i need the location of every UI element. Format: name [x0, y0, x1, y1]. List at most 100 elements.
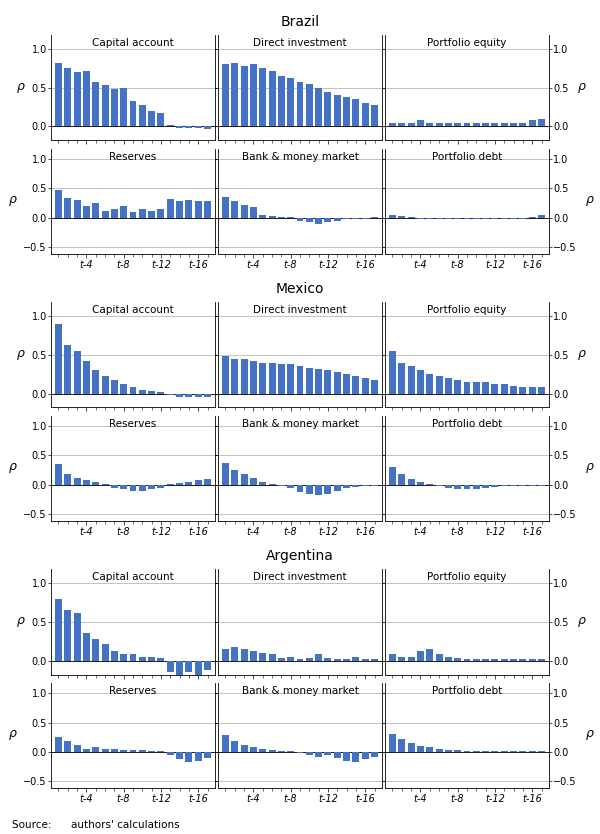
Bar [204, 201, 211, 218]
Bar [325, 751, 331, 755]
Bar [287, 485, 294, 488]
Bar [64, 741, 71, 751]
Bar [436, 218, 443, 219]
Bar [269, 484, 275, 485]
Bar [417, 218, 424, 219]
Bar [445, 750, 452, 751]
Bar [278, 364, 285, 394]
Bar [315, 88, 322, 127]
Bar [176, 661, 183, 675]
Bar [362, 218, 369, 219]
Bar [491, 485, 499, 486]
Bar [278, 76, 285, 127]
Bar [111, 651, 118, 661]
Bar [362, 103, 369, 127]
Bar [185, 482, 193, 485]
Y-axis label: $\rho$: $\rho$ [577, 81, 587, 95]
Text: Direct investment: Direct investment [253, 38, 347, 48]
Bar [352, 751, 359, 762]
Bar [64, 198, 71, 218]
Bar [510, 659, 517, 661]
Text: Bank & money market: Bank & money market [242, 686, 358, 696]
Bar [371, 379, 378, 394]
Bar [92, 370, 99, 394]
Bar [315, 369, 322, 394]
Bar [334, 485, 341, 490]
Bar [296, 485, 304, 492]
Bar [250, 207, 257, 218]
Bar [176, 394, 183, 398]
Bar [426, 123, 433, 127]
Bar [491, 218, 499, 219]
Bar [185, 751, 193, 762]
Bar [407, 656, 415, 661]
Bar [120, 384, 127, 394]
Bar [241, 475, 248, 485]
Bar [445, 485, 452, 488]
Bar [306, 84, 313, 127]
Bar [204, 127, 211, 128]
Bar [176, 483, 183, 485]
Bar [130, 485, 136, 490]
Bar [167, 125, 174, 127]
Bar [111, 485, 118, 488]
Bar [436, 749, 443, 751]
Y-axis label: $\rho$: $\rho$ [16, 81, 26, 95]
Bar [520, 387, 526, 394]
Bar [482, 123, 489, 127]
Bar [296, 659, 304, 661]
Bar [315, 751, 322, 756]
Bar [101, 484, 109, 485]
Bar [269, 655, 275, 661]
Bar [417, 651, 424, 661]
Bar [64, 345, 71, 394]
Bar [426, 484, 433, 485]
Text: Portfolio debt: Portfolio debt [432, 686, 502, 696]
Bar [167, 661, 174, 672]
Bar [520, 123, 526, 127]
Bar [445, 656, 452, 661]
Bar [287, 78, 294, 127]
Bar [426, 649, 433, 661]
Bar [445, 378, 452, 394]
Bar [259, 68, 266, 127]
Bar [250, 651, 257, 661]
Bar [306, 751, 313, 755]
Bar [278, 217, 285, 218]
Bar [278, 485, 285, 486]
Bar [111, 749, 118, 751]
Bar [231, 359, 238, 394]
Bar [92, 203, 99, 218]
Bar [389, 215, 396, 218]
Bar [454, 379, 461, 394]
Bar [157, 113, 164, 127]
Text: Bank & money market: Bank & money market [242, 152, 358, 162]
Bar [538, 659, 545, 661]
Bar [389, 123, 396, 127]
Bar [259, 749, 266, 751]
Text: Bank & money market: Bank & money market [242, 419, 358, 429]
Bar [278, 658, 285, 661]
Bar [407, 366, 415, 394]
Bar [139, 389, 146, 394]
Bar [352, 485, 359, 486]
Bar [482, 218, 489, 219]
Bar [130, 387, 136, 394]
Bar [529, 659, 536, 661]
Bar [195, 127, 202, 128]
Bar [259, 653, 266, 661]
Bar [445, 218, 452, 219]
Bar [130, 101, 136, 127]
Bar [101, 376, 109, 394]
Bar [74, 200, 80, 218]
Bar [167, 484, 174, 485]
Bar [352, 376, 359, 394]
Bar [510, 485, 517, 486]
Bar [501, 123, 508, 127]
Bar [157, 658, 164, 661]
Bar [407, 123, 415, 127]
Bar [204, 394, 211, 398]
Bar [55, 465, 62, 485]
Bar [325, 370, 331, 394]
Y-axis label: $\rho$: $\rho$ [8, 728, 18, 742]
